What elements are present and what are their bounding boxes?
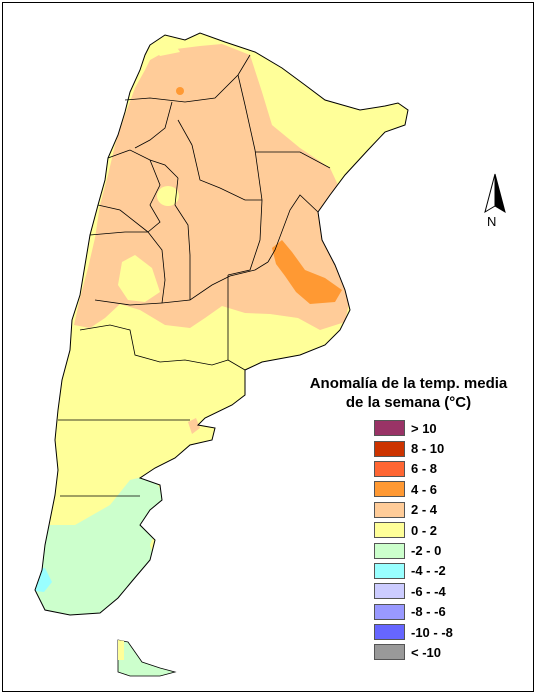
legend-swatch xyxy=(374,624,405,641)
legend-item: 0 - 2 xyxy=(374,520,521,540)
legend-item: > 10 xyxy=(374,418,521,438)
legend-swatch xyxy=(374,562,405,579)
legend-swatch xyxy=(374,460,405,477)
legend-label: -8 - -6 xyxy=(411,604,446,620)
legend-label: 6 - 8 xyxy=(411,461,438,477)
legend-swatch xyxy=(374,501,405,518)
legend-label: > 10 xyxy=(411,420,437,436)
legend-swatch xyxy=(374,603,405,620)
legend-title-line1: Anomalía de la temp. media xyxy=(309,375,508,392)
legend-swatch xyxy=(374,542,405,559)
legend-swatch xyxy=(374,583,405,600)
legend-item: 4 - 6 xyxy=(374,479,521,499)
north-arrow-icon xyxy=(484,173,506,214)
legend-label: 8 - 10 xyxy=(411,441,445,457)
legend-swatch xyxy=(374,420,405,437)
legend-label: -6 - -4 xyxy=(411,583,446,599)
legend-swatch xyxy=(374,644,405,661)
legend: Anomalía de la temp. media de la semana … xyxy=(296,374,521,663)
legend-title-line2: de la semana (°C) xyxy=(345,394,472,411)
legend-item: -8 - -6 xyxy=(374,602,521,622)
legend-swatch xyxy=(374,440,405,457)
legend-label: 0 - 2 xyxy=(411,522,438,538)
legend-label: -4 - -2 xyxy=(411,563,446,579)
legend-item: < -10 xyxy=(374,642,521,662)
legend-label: 4 - 6 xyxy=(411,481,438,497)
legend-label: 2 - 4 xyxy=(411,502,438,518)
legend-item: -2 - 0 xyxy=(374,540,521,560)
legend-item: 8 - 10 xyxy=(374,438,521,458)
legend-item: 6 - 8 xyxy=(374,459,521,479)
legend-swatch xyxy=(374,481,405,498)
north-label: N xyxy=(487,214,497,229)
legend-label: -2 - 0 xyxy=(411,543,442,559)
legend-items: > 10 8 - 10 6 - 8 4 - 6 2 - 4 0 - 2 -2 - 0 -4 -… xyxy=(374,418,521,663)
legend-item: -4 - -2 xyxy=(374,561,521,581)
legend-swatch xyxy=(374,522,405,539)
legend-label: < -10 xyxy=(411,644,441,660)
legend-title: Anomalía de la temp. media de la semana … xyxy=(296,374,521,412)
legend-item: -10 - -8 xyxy=(374,622,521,642)
legend-item: 2 - 4 xyxy=(374,500,521,520)
legend-item: -6 - -4 xyxy=(374,581,521,601)
legend-label: -10 - -8 xyxy=(411,624,453,640)
